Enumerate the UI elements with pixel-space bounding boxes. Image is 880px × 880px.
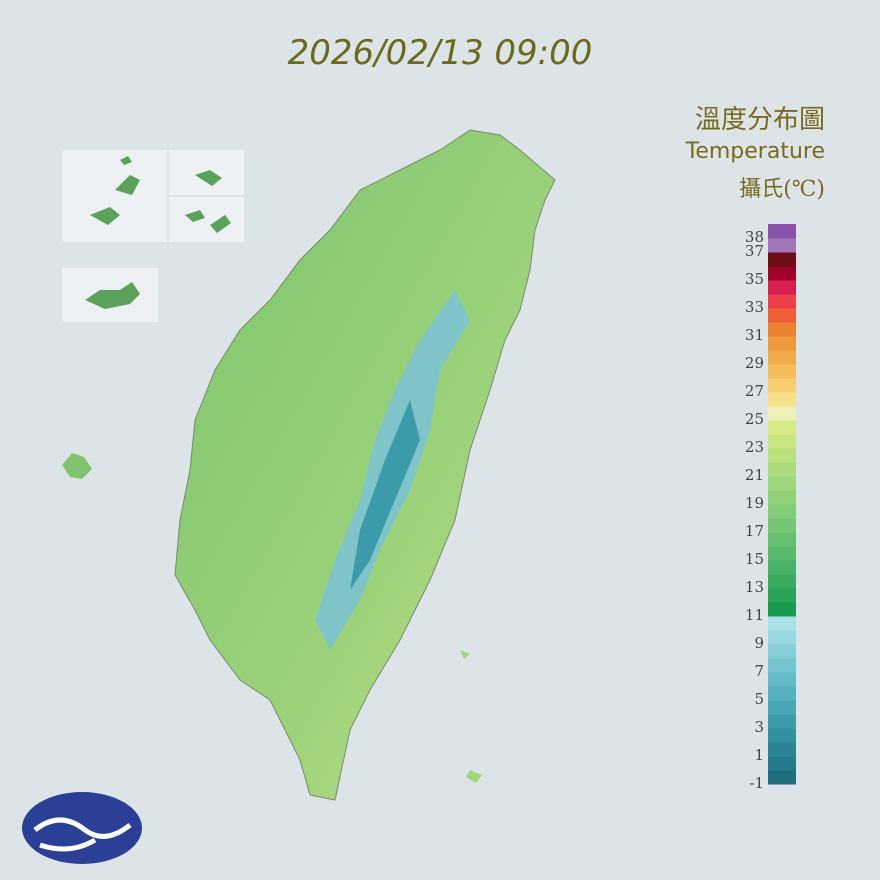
color-step	[768, 672, 796, 687]
tick-label: -1	[749, 774, 764, 792]
logo-waves	[33, 817, 132, 852]
color-step	[768, 252, 796, 267]
inset-island	[90, 156, 140, 225]
tick-label: 17	[745, 522, 764, 540]
color-step	[768, 308, 796, 323]
tick-label: 31	[745, 326, 764, 344]
color-step	[768, 644, 796, 659]
color-step	[768, 406, 796, 421]
tick-label: 3	[754, 718, 764, 736]
color-step	[768, 238, 796, 253]
color-step	[768, 462, 796, 477]
color-step	[768, 448, 796, 463]
tick-label: 35	[745, 270, 764, 288]
tick-label: 29	[745, 354, 764, 372]
tick-label: 33	[745, 298, 764, 316]
tick-label: 7	[754, 662, 764, 680]
legend-title: 溫度分布圖	[695, 105, 825, 135]
color-step	[768, 518, 796, 533]
color-step	[768, 714, 796, 729]
tick-label: 38	[745, 228, 764, 246]
color-step	[768, 224, 796, 239]
tick-label: 11	[745, 606, 764, 624]
inset-island	[85, 282, 140, 309]
tick-label: 5	[754, 690, 764, 708]
color-step	[768, 546, 796, 561]
color-step	[768, 280, 796, 295]
legend-subtitle: Temperature	[685, 139, 825, 164]
tick-label: 19	[745, 494, 764, 512]
tick-label: 1	[754, 746, 764, 764]
color-step	[768, 364, 796, 379]
color-step	[768, 350, 796, 365]
color-step	[768, 532, 796, 547]
color-step	[768, 336, 796, 351]
legend-unit: 攝氏(℃)	[739, 177, 825, 202]
color-step	[768, 658, 796, 673]
tick-label: 25	[745, 410, 764, 428]
color-step	[768, 742, 796, 757]
tick-label: 15	[745, 550, 764, 568]
color-step	[768, 630, 796, 645]
tick-label: 27	[745, 382, 764, 400]
color-step	[768, 504, 796, 519]
island	[62, 453, 92, 479]
color-step	[768, 686, 796, 701]
color-step	[768, 294, 796, 309]
color-step	[768, 266, 796, 281]
color-step	[768, 770, 796, 785]
tick-label: 37	[745, 242, 764, 260]
color-step	[768, 490, 796, 505]
inset-island	[185, 170, 231, 233]
color-step	[768, 322, 796, 337]
color-step	[768, 602, 796, 617]
tick-label: 13	[745, 578, 764, 596]
tick-label: 9	[754, 634, 764, 652]
color-step	[768, 588, 796, 603]
color-step	[768, 616, 796, 631]
color-step	[768, 434, 796, 449]
tick-label: 21	[745, 466, 764, 484]
color-step	[768, 378, 796, 393]
color-step	[768, 392, 796, 407]
tick-label: 23	[745, 438, 764, 456]
color-step	[768, 700, 796, 715]
mountain-coldest	[350, 400, 420, 590]
color-step	[768, 574, 796, 589]
color-step	[768, 420, 796, 435]
color-step	[768, 560, 796, 575]
color-step	[768, 476, 796, 491]
color-step	[768, 756, 796, 771]
map-time: 2026/02/13 09:00	[288, 33, 593, 73]
taiwan	[174, 129, 556, 801]
color-step	[768, 728, 796, 743]
